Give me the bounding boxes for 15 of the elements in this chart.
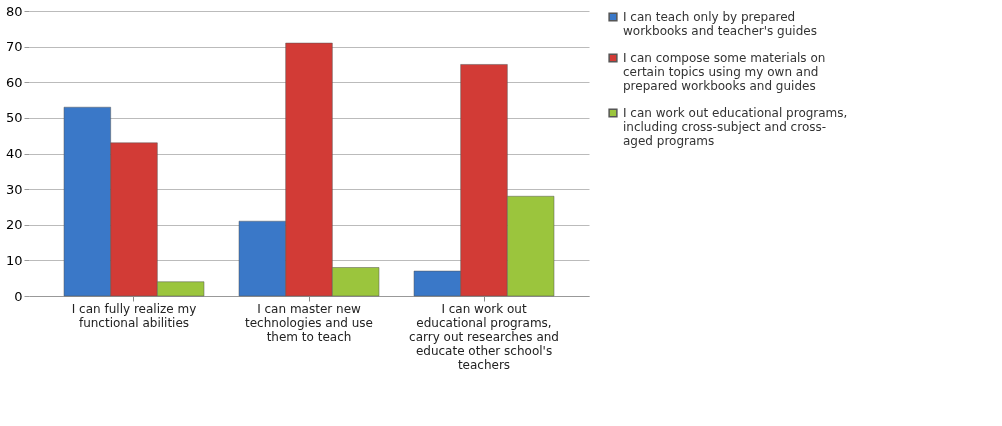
y-tick-label: 0 <box>14 288 23 304</box>
legend-label: I can work out educational programs, including cross-subject and cross-aged programs <box>623 106 848 148</box>
legend-label: I can compose some materials on certain topics using my own and prepared workbooks and guides <box>623 51 826 93</box>
y-tick-label: 30 <box>5 181 23 197</box>
x-tick-label: I can master new technologies and use them to teach <box>245 301 373 344</box>
y-tick-label: 20 <box>5 217 23 233</box>
x-tick-label: I can fully realize my functional abilities <box>71 301 197 330</box>
y-tick-label: 70 <box>5 39 23 55</box>
legend-label: I can teach only by prepared workbooks and teacher's guides <box>623 10 817 38</box>
y-tick-label: 40 <box>5 146 23 161</box>
y-tick-label: 10 <box>5 252 23 268</box>
y-tick-label: 50 <box>5 110 23 126</box>
y-tick-label: 80 <box>5 3 23 19</box>
x-tick-label: I can work out educational programs, carry out researches and educate other school's teachers <box>409 301 559 372</box>
y-tick-label: 60 <box>5 74 23 90</box>
